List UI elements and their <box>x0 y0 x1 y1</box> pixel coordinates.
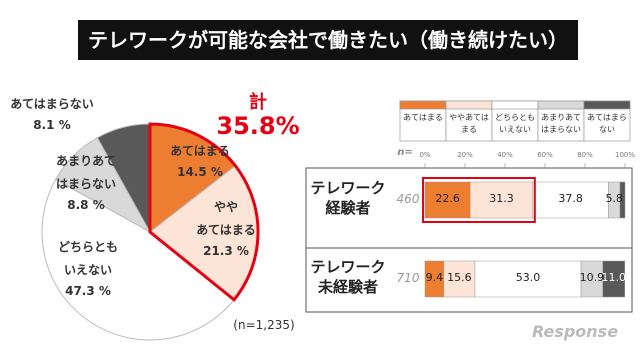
slice-value: 14.5 % <box>177 165 223 179</box>
bar-value-label: 11.0 <box>601 271 627 284</box>
legend-swatch <box>537 100 585 110</box>
slice-value: 8.1 % <box>33 118 71 132</box>
x-tick-label: 100% <box>614 151 636 159</box>
n-label: n= <box>397 147 413 158</box>
bar-value-label: 15.6 <box>447 271 472 284</box>
x-tick-label: 40% <box>497 151 513 159</box>
legend-label: あてはまらない <box>587 113 627 134</box>
x-tick-label: 80% <box>577 151 593 159</box>
bar-value-label: 53.0 <box>515 271 541 284</box>
highlight-outline <box>422 177 536 223</box>
slice-value: 47.3 % <box>65 284 111 298</box>
row-label: テレワーク 未経験者 <box>310 258 386 296</box>
slice-label: あまりあて はまらない <box>55 154 117 191</box>
bar-segment <box>532 181 609 219</box>
bar-value-label: 10.9 <box>579 271 605 284</box>
n-value: 460 <box>396 192 420 206</box>
bar-value-label: 22.6 <box>435 192 460 205</box>
x-tick-label: 60% <box>537 151 553 159</box>
row-label: テレワーク 経験者 <box>310 179 386 217</box>
bar-value-label: 5.8 <box>605 192 623 205</box>
annotation: (n=1,235) <box>233 318 295 332</box>
bar-segment <box>619 181 626 219</box>
annotation: 35.8% <box>216 112 300 140</box>
x-tick-label: 0% <box>419 151 431 159</box>
bar-segment <box>602 260 626 298</box>
bar-segment <box>443 260 476 298</box>
slice-label: あてはまらない <box>10 97 94 111</box>
slice-label: あてはまる <box>170 144 230 158</box>
slice-value: 8.8 % <box>67 198 105 212</box>
annotation: 計 <box>249 92 267 113</box>
frame <box>305 167 633 313</box>
legend-swatch <box>583 100 631 110</box>
legend-label: ややあてはまる <box>449 113 489 134</box>
legend-swatch <box>399 100 447 110</box>
bar-segment <box>469 181 534 219</box>
bar-value-label: 31.3 <box>489 192 514 205</box>
legend-label: あまりあてはまらない <box>541 113 581 134</box>
pie-slice <box>41 178 235 341</box>
slice-label: どちらとも いえない <box>57 240 119 277</box>
n-value: 710 <box>396 271 420 285</box>
legend-label: どちらともいえない <box>495 113 535 134</box>
legend-swatch <box>491 100 539 110</box>
slice-value: 21.3 % <box>203 244 249 258</box>
x-tick-label: 20% <box>457 151 473 159</box>
highlight-outline <box>148 122 260 302</box>
legend-label: あてはまる <box>403 113 443 122</box>
slice-label: やや あてはまる <box>196 200 256 237</box>
page-title: テレワークが可能な会社で働きたい（働き続けたい） <box>78 20 578 60</box>
logo: Response <box>531 322 619 341</box>
bar-value-label: 37.8 <box>558 192 583 205</box>
bar-segment <box>474 260 582 298</box>
bar-value-label: 9.4 <box>425 271 444 284</box>
legend-swatch <box>445 100 493 110</box>
bar-segment <box>424 181 471 219</box>
